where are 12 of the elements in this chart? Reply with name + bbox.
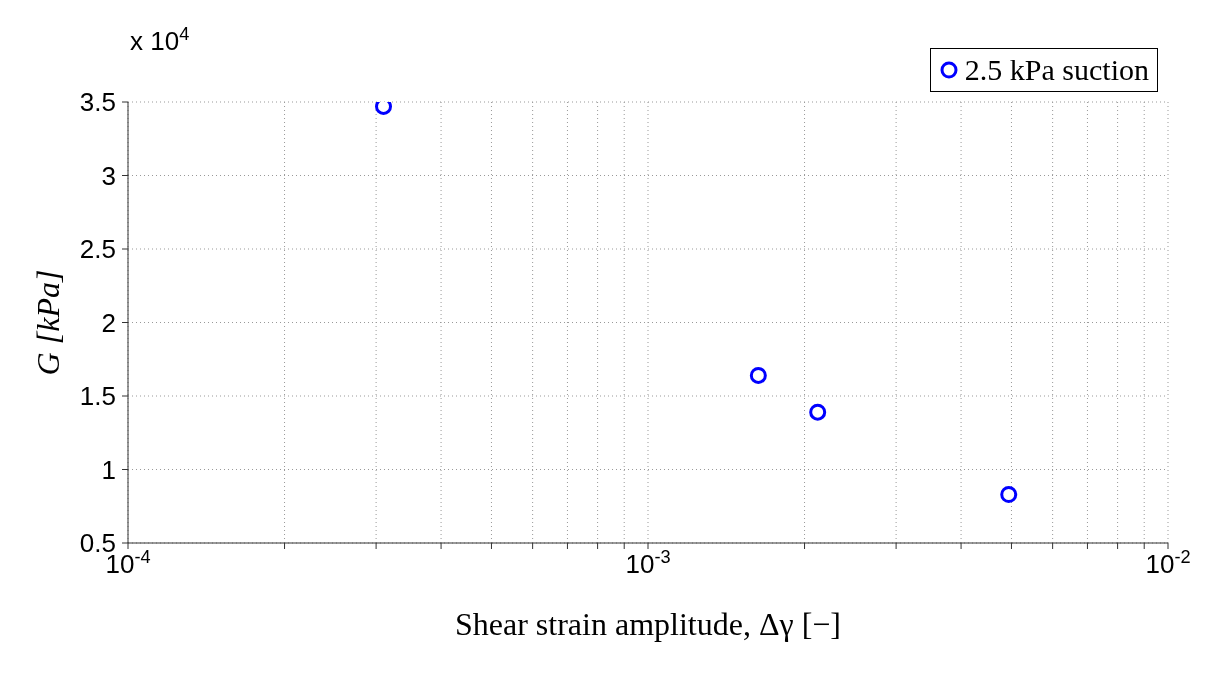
- x-tick-label: 10$^{-2}$: [1145, 547, 1191, 579]
- text: x 10$^{4}$: [130, 24, 190, 56]
- y-tick-label: 2: [101, 307, 116, 338]
- y-tick-label: 1.5: [79, 381, 116, 411]
- legend-label: 2.5 kPa suction: [964, 53, 1149, 87]
- x-axis-title: Shear strain amplitude, Δγ [−]: [455, 606, 841, 642]
- y-tick-label: 1: [101, 454, 116, 485]
- y-tick-label: 2.5: [79, 234, 116, 264]
- y-axis-title: G [kPa]: [30, 269, 67, 376]
- x-tick-label: 10$^{-3}$: [625, 547, 671, 579]
- y-tick-label: 3: [101, 160, 116, 191]
- y-tick-label: 3.5: [79, 87, 116, 117]
